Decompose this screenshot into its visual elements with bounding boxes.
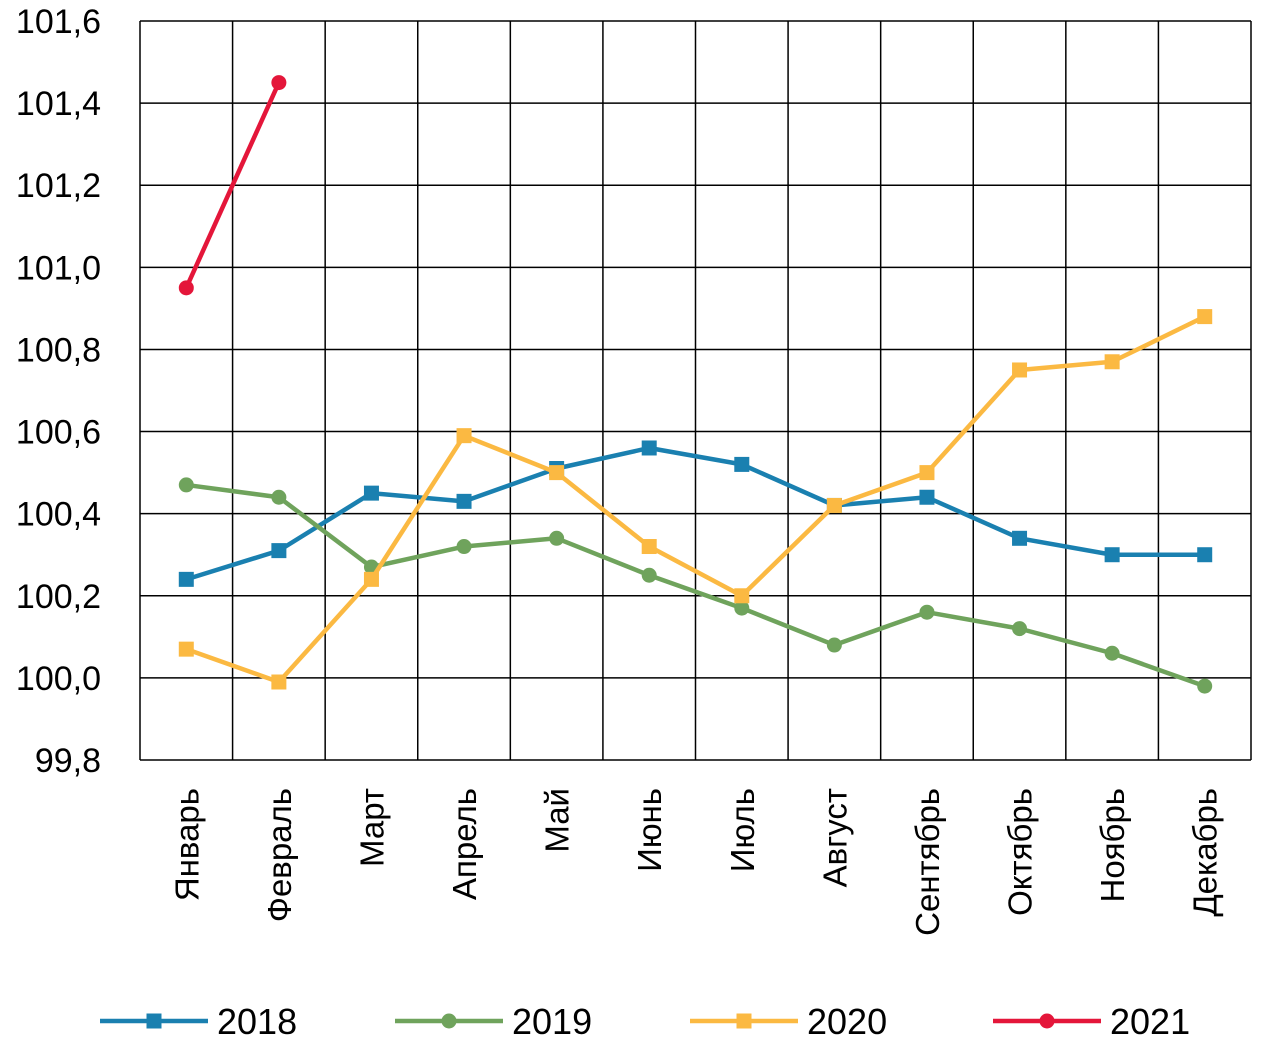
data-point-square <box>549 465 565 481</box>
x-tick-label: Апрель <box>446 788 483 900</box>
series-line <box>185 482 1206 689</box>
x-tick-label: Ноябрь <box>1094 788 1131 903</box>
data-point-square <box>363 485 379 501</box>
data-point-square <box>734 588 750 604</box>
legend-item-2020: 2020 <box>690 1001 887 1042</box>
grid <box>139 20 1252 761</box>
data-point-square <box>1012 530 1028 546</box>
data-point-square <box>736 1013 752 1029</box>
legend-label: 2021 <box>1110 1001 1190 1042</box>
x-tick-label: Сентябрь <box>909 788 946 936</box>
y-tick-label: 100,8 <box>16 331 101 369</box>
data-point-square <box>271 543 287 559</box>
x-tick-label: Июль <box>724 788 761 872</box>
data-point-circle <box>178 477 194 493</box>
x-tick-label: Октябрь <box>1002 788 1039 916</box>
series-2018 <box>178 440 1213 587</box>
data-point-circle <box>271 489 287 505</box>
y-tick-label: 101,0 <box>16 249 101 287</box>
series-2019 <box>178 477 1213 694</box>
data-point-square <box>734 456 750 472</box>
data-point-square <box>1197 309 1213 325</box>
legend-label: 2018 <box>217 1001 297 1042</box>
x-tick-label: Июнь <box>631 788 668 872</box>
data-point-square <box>1104 547 1120 563</box>
y-tick-label: 101,6 <box>16 3 101 41</box>
data-point-square <box>826 497 842 513</box>
data-point-circle <box>549 530 565 546</box>
y-tick-label: 100,0 <box>16 660 101 698</box>
x-tick-label: Март <box>353 788 390 867</box>
data-point-square <box>456 428 472 444</box>
y-tick-label: 100,4 <box>16 496 101 534</box>
data-point-circle <box>1012 621 1028 637</box>
data-point-circle <box>456 539 472 555</box>
data-point-circle <box>826 637 842 653</box>
legend-label: 2020 <box>807 1001 887 1042</box>
y-tick-label: 99,8 <box>35 742 101 780</box>
data-point-square <box>1197 547 1213 563</box>
data-point-circle <box>734 600 750 616</box>
data-point-square <box>178 571 194 587</box>
legend-item-2018: 2018 <box>100 1001 297 1042</box>
data-point-square <box>1104 354 1120 370</box>
series-lines <box>178 75 1213 694</box>
data-point-circle <box>1104 645 1120 661</box>
series-2020 <box>178 309 1213 690</box>
series-line <box>185 314 1206 685</box>
x-tick-label: Август <box>816 788 853 887</box>
legend-item-2021: 2021 <box>993 1001 1190 1042</box>
data-point-circle <box>1039 1013 1055 1029</box>
y-tick-label: 100,2 <box>16 578 101 616</box>
y-tick-label: 101,2 <box>16 167 101 205</box>
legend: 2018 2019 2020 2021 <box>100 1001 1190 1042</box>
data-point-circle <box>178 280 194 296</box>
x-axis-ticks: Январь Февраль Март Апрель Май Июнь Июль Август… <box>168 788 1223 936</box>
x-tick-label: Декабрь <box>1187 788 1224 917</box>
x-tick-label: Январь <box>168 788 205 901</box>
data-point-circle <box>1197 678 1213 694</box>
data-point-square <box>641 539 657 555</box>
legend-label: 2019 <box>512 1001 592 1042</box>
legend-item-2019: 2019 <box>395 1001 592 1042</box>
data-point-square <box>919 489 935 505</box>
data-point-circle <box>441 1013 457 1029</box>
x-tick-label: Февраль <box>261 788 298 922</box>
series-2021 <box>178 75 287 296</box>
data-point-square <box>919 465 935 481</box>
data-point-square <box>641 440 657 456</box>
data-point-square <box>146 1013 162 1029</box>
y-axis-ticks: 99,8 100,0 100,2 100,4 100,6 100,8 101,0 101,2 1… <box>16 3 101 780</box>
data-point-square <box>363 571 379 587</box>
x-tick-label: Май <box>539 788 576 853</box>
data-point-circle <box>919 604 935 620</box>
data-point-square <box>271 674 287 690</box>
series-line <box>185 445 1205 582</box>
data-point-circle <box>641 567 657 583</box>
series-line <box>184 81 281 289</box>
data-point-square <box>456 493 472 509</box>
data-point-circle <box>271 75 287 91</box>
data-point-square <box>1012 362 1028 378</box>
y-tick-label: 101,4 <box>16 85 101 123</box>
y-tick-label: 100,6 <box>16 414 101 452</box>
data-point-square <box>178 641 194 657</box>
